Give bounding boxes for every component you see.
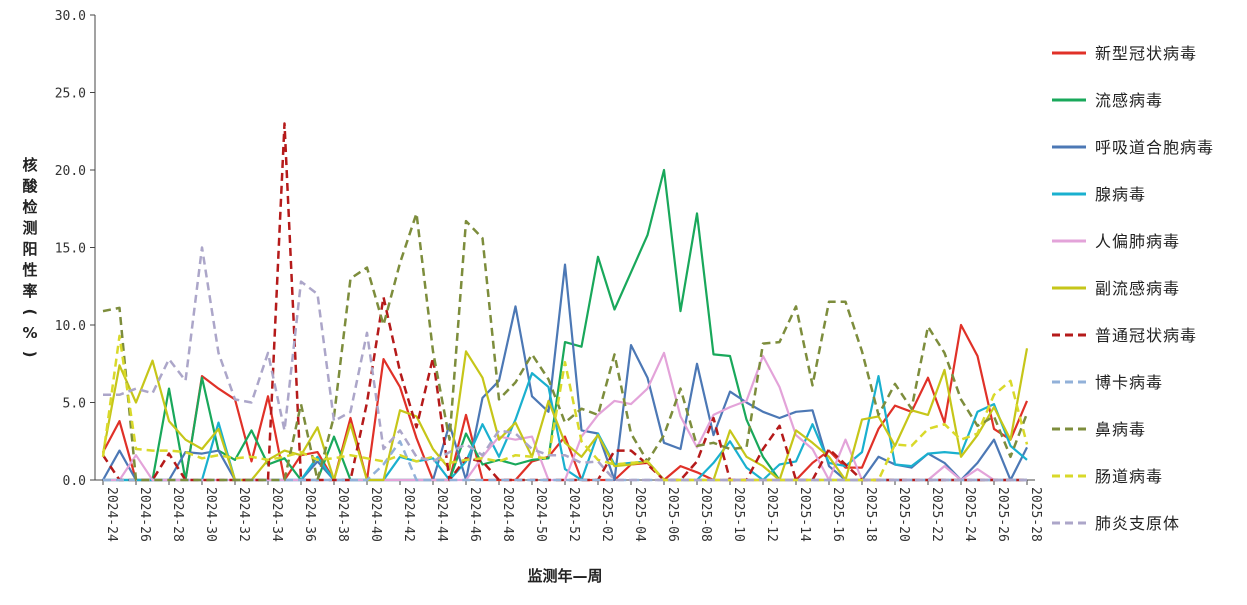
x-tick-label: 2025-22 bbox=[929, 487, 944, 542]
x-tick-label: 2024-26 bbox=[137, 487, 152, 542]
x-tick-label: 2025-16 bbox=[830, 487, 845, 542]
x-tick-label: 2024-34 bbox=[269, 487, 284, 542]
x-tick-label: 2025-18 bbox=[863, 487, 878, 542]
legend-label: 呼吸道合胞病毒 bbox=[1095, 138, 1214, 157]
legend-label: 副流感病毒 bbox=[1095, 279, 1180, 298]
x-tick-label: 2024-42 bbox=[401, 487, 416, 542]
y-axis-title-char: 阳 bbox=[22, 240, 37, 258]
series-line-5 bbox=[101, 348, 1029, 482]
y-axis-title-char: 测 bbox=[22, 219, 37, 237]
x-tick-label: 2025-02 bbox=[599, 487, 614, 542]
y-tick-label: 10.0 bbox=[55, 319, 86, 334]
x-tick-label: 2024-48 bbox=[500, 487, 515, 542]
y-axis-title-char: 酸 bbox=[22, 177, 38, 195]
x-tick-label: 2025-04 bbox=[632, 487, 647, 542]
x-tick-label: 2024-24 bbox=[104, 487, 119, 542]
y-tick-label: 25.0 bbox=[55, 87, 86, 102]
x-tick-label: 2024-50 bbox=[533, 487, 548, 542]
y-axis-title-char: ) bbox=[21, 351, 39, 358]
x-tick-label: 2025-12 bbox=[764, 487, 779, 542]
x-tick-label: 2024-46 bbox=[467, 487, 482, 542]
x-tick-label: 2024-38 bbox=[335, 487, 350, 542]
y-tick-label: 5.0 bbox=[63, 397, 86, 412]
x-tick-label: 2025-10 bbox=[731, 487, 746, 542]
y-ticks: 0.0 5.0 10.0 15.0 20.0 25.0 30.0 bbox=[55, 9, 95, 489]
x-tick-label: 2024-40 bbox=[368, 487, 383, 542]
y-tick-label: 20.0 bbox=[55, 164, 86, 179]
y-axis-title-char: ( bbox=[21, 309, 39, 316]
series-line-9 bbox=[101, 334, 1029, 482]
x-tick-label: 2025-28 bbox=[1028, 487, 1043, 542]
y-axis-title-char: 率 bbox=[22, 282, 37, 300]
x-tick-label: 2024-32 bbox=[236, 487, 251, 542]
series-lines bbox=[101, 122, 1029, 482]
y-axis-title-char: 性 bbox=[22, 261, 37, 279]
x-tick-label: 2024-30 bbox=[203, 487, 218, 542]
x-tick-label: 2024-28 bbox=[170, 487, 185, 542]
series-line-10 bbox=[103, 246, 1027, 482]
y-tick-label: 0.0 bbox=[63, 474, 86, 489]
legend-label: 博卡病毒 bbox=[1095, 373, 1163, 392]
x-tick-label: 2024-52 bbox=[566, 487, 581, 542]
x-axis-title: 监测年—周 bbox=[527, 567, 602, 585]
legend-label: 肠道病毒 bbox=[1095, 467, 1163, 486]
x-ticks: 2024-24 2024-26 2024-28 2024-30 2024-32 2024-… bbox=[102, 480, 1043, 542]
y-axis-title-char: % bbox=[22, 324, 37, 342]
x-tick-label: 2024-44 bbox=[434, 487, 449, 542]
legend-label: 肺炎支原体 bbox=[1095, 514, 1180, 533]
legend-label: 鼻病毒 bbox=[1095, 420, 1146, 439]
y-axis-title-char: 检 bbox=[22, 198, 37, 216]
x-tick-label: 2025-08 bbox=[698, 487, 713, 542]
y-tick-label: 15.0 bbox=[55, 242, 86, 257]
x-tick-label: 2025-14 bbox=[797, 487, 812, 542]
y-tick-label: 30.0 bbox=[55, 9, 86, 24]
x-tick-label: 2025-24 bbox=[962, 487, 977, 542]
legend: 新型冠状病毒流感病毒呼吸道合胞病毒腺病毒人偏肺病毒副流感病毒普通冠状病毒博卡病毒… bbox=[1052, 44, 1214, 533]
x-tick-label: 2024-36 bbox=[302, 487, 317, 542]
legend-label: 流感病毒 bbox=[1095, 91, 1163, 110]
y-axis-title-char: 核 bbox=[22, 156, 37, 174]
x-tick-label: 2025-06 bbox=[665, 487, 680, 542]
axes bbox=[94, 15, 1035, 481]
legend-label: 人偏肺病毒 bbox=[1095, 232, 1180, 251]
x-tick-label: 2025-20 bbox=[896, 487, 911, 542]
legend-label: 腺病毒 bbox=[1095, 185, 1146, 204]
legend-label: 新型冠状病毒 bbox=[1095, 44, 1197, 63]
x-tick-label: 2025-26 bbox=[995, 487, 1010, 542]
legend-label: 普通冠状病毒 bbox=[1095, 326, 1197, 345]
